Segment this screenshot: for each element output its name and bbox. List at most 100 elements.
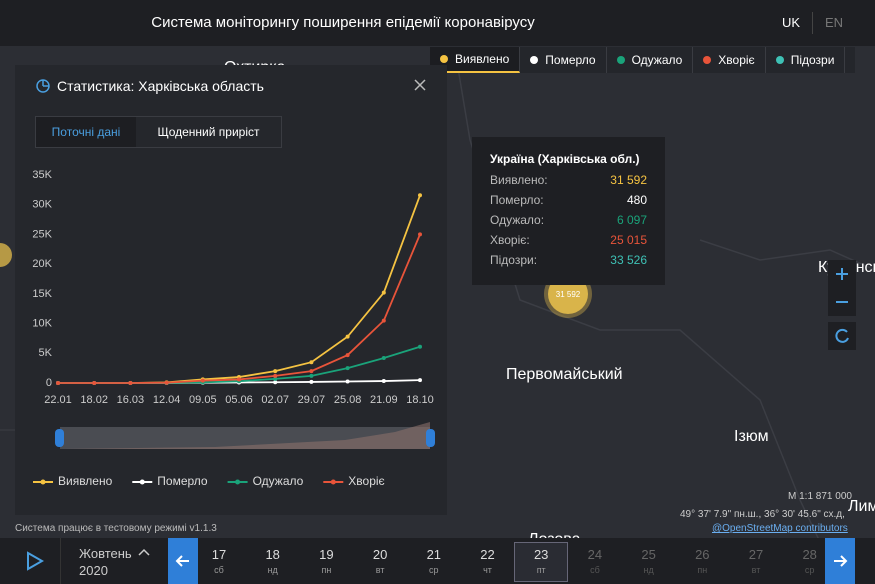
layer-tab[interactable]: Померло: [520, 47, 607, 73]
next-button[interactable]: [825, 538, 855, 584]
weekday: пт: [536, 565, 546, 575]
point: [381, 379, 386, 384]
x-tick-label: 29.07: [298, 394, 326, 406]
day[interactable]: 20: [372, 547, 388, 562]
weekday: пн: [697, 565, 708, 575]
weekday: вт: [375, 565, 385, 575]
separator: [60, 538, 61, 584]
layer-dot: [440, 55, 448, 63]
stats-panel: Статистика: Харківська область Поточні д…: [15, 65, 447, 515]
tooltip-value: 33 526: [610, 253, 647, 267]
tooltip-value: 31 592: [610, 173, 647, 187]
prev-button[interactable]: [168, 538, 198, 584]
y-tick-label: 15K: [32, 288, 52, 300]
tooltip-value: 25 015: [610, 233, 647, 247]
point: [309, 360, 314, 365]
tooltip-label: Підозри:: [490, 253, 538, 267]
layer-dot: [775, 56, 784, 64]
tooltip-label: Хворіє:: [490, 233, 530, 247]
day[interactable]: 25: [641, 547, 656, 562]
x-tick-label: 09.05: [189, 394, 217, 406]
status: Система працює в тестовому режимі v1.1.3: [15, 523, 217, 534]
day[interactable]: 23: [533, 547, 549, 562]
x-tick-label: 22.01: [44, 394, 72, 406]
layer-tab[interactable]: Підозри: [766, 47, 846, 73]
range-handle[interactable]: [55, 429, 64, 447]
tooltip-label: Померло:: [490, 193, 544, 207]
point: [418, 344, 422, 349]
weekday: нд: [643, 565, 654, 575]
point: [381, 290, 386, 295]
lang-en[interactable]: EN: [825, 15, 844, 30]
legend-label: Виявлено: [58, 474, 113, 488]
day[interactable]: 19: [319, 547, 334, 562]
point: [273, 373, 278, 378]
month-toggle[interactable]: [138, 548, 150, 556]
refresh-icon: [835, 328, 849, 343]
point: [273, 369, 278, 374]
layer-name: Виявлено: [455, 52, 510, 66]
day[interactable]: 28: [802, 547, 817, 562]
point: [345, 334, 350, 339]
range-preview: [60, 422, 430, 449]
x-tick-label: 12.04: [153, 394, 181, 406]
point: [273, 380, 278, 385]
range-handle[interactable]: [426, 429, 435, 447]
map-label: Ізюм: [734, 428, 769, 445]
layer-tab[interactable]: Хворіє: [693, 47, 766, 73]
point: [200, 378, 205, 383]
x-tick-label: 18.02: [80, 394, 108, 406]
x-tick-label: 25.08: [334, 394, 362, 406]
tab[interactable]: Поточні дані: [36, 117, 136, 147]
y-tick-label: 30K: [32, 199, 52, 211]
day[interactable]: 17: [211, 547, 227, 562]
header: [0, 0, 875, 46]
weekday: сб: [590, 565, 600, 575]
attribution[interactable]: @OpenStreetMap contributors: [712, 523, 848, 534]
y-tick-label: 35K: [32, 169, 52, 181]
layer-dot: [530, 56, 539, 64]
weekday: ср: [429, 565, 439, 575]
legend-dot: [139, 479, 145, 485]
day[interactable]: 27: [748, 547, 764, 562]
layer-tabs: Виявлено Померло Одужало Хворіє Підозри: [430, 47, 855, 73]
point: [381, 356, 386, 361]
weekday: сб: [214, 565, 224, 575]
lang-uk[interactable]: UK: [782, 15, 801, 30]
day[interactable]: 21: [426, 547, 442, 562]
selected-day[interactable]: [514, 542, 569, 582]
legend-dot: [40, 479, 46, 485]
y-tick-label: 10K: [32, 317, 52, 329]
legend-dot: [235, 479, 241, 485]
tooltip-label: Виявлено:: [490, 173, 548, 187]
close-button[interactable]: [414, 79, 426, 91]
point: [345, 366, 350, 371]
refresh-button[interactable]: [828, 322, 856, 350]
point: [128, 381, 133, 385]
point: [418, 378, 422, 383]
layer-name: Підозри: [790, 53, 835, 67]
month[interactable]: Жовтень: [79, 546, 132, 561]
legend-label: Померло: [157, 474, 208, 488]
layer-dot: [703, 56, 712, 64]
day[interactable]: 26: [695, 547, 710, 562]
point: [309, 373, 314, 378]
timeline: [0, 538, 875, 584]
day[interactable]: 22: [480, 547, 495, 562]
point: [56, 381, 60, 385]
day[interactable]: 18: [265, 547, 280, 562]
tab[interactable]: Щоденний приріст: [157, 125, 260, 139]
y-tick-label: 25K: [32, 228, 52, 240]
map-label: Первомайський: [506, 366, 623, 383]
day[interactable]: 24: [587, 547, 603, 562]
play-button[interactable]: [26, 551, 44, 571]
tooltip-label: Одужало:: [490, 213, 545, 227]
legend-label: Одужало: [253, 474, 304, 488]
zoom-in[interactable]: [836, 268, 848, 280]
y-tick-label: 20K: [32, 258, 52, 270]
weekday: нд: [267, 565, 278, 575]
layer-tab[interactable]: Одужало: [607, 47, 694, 73]
tab-group: Поточні дані Щоденний приріст: [35, 116, 282, 148]
weekday: пн: [321, 565, 332, 575]
